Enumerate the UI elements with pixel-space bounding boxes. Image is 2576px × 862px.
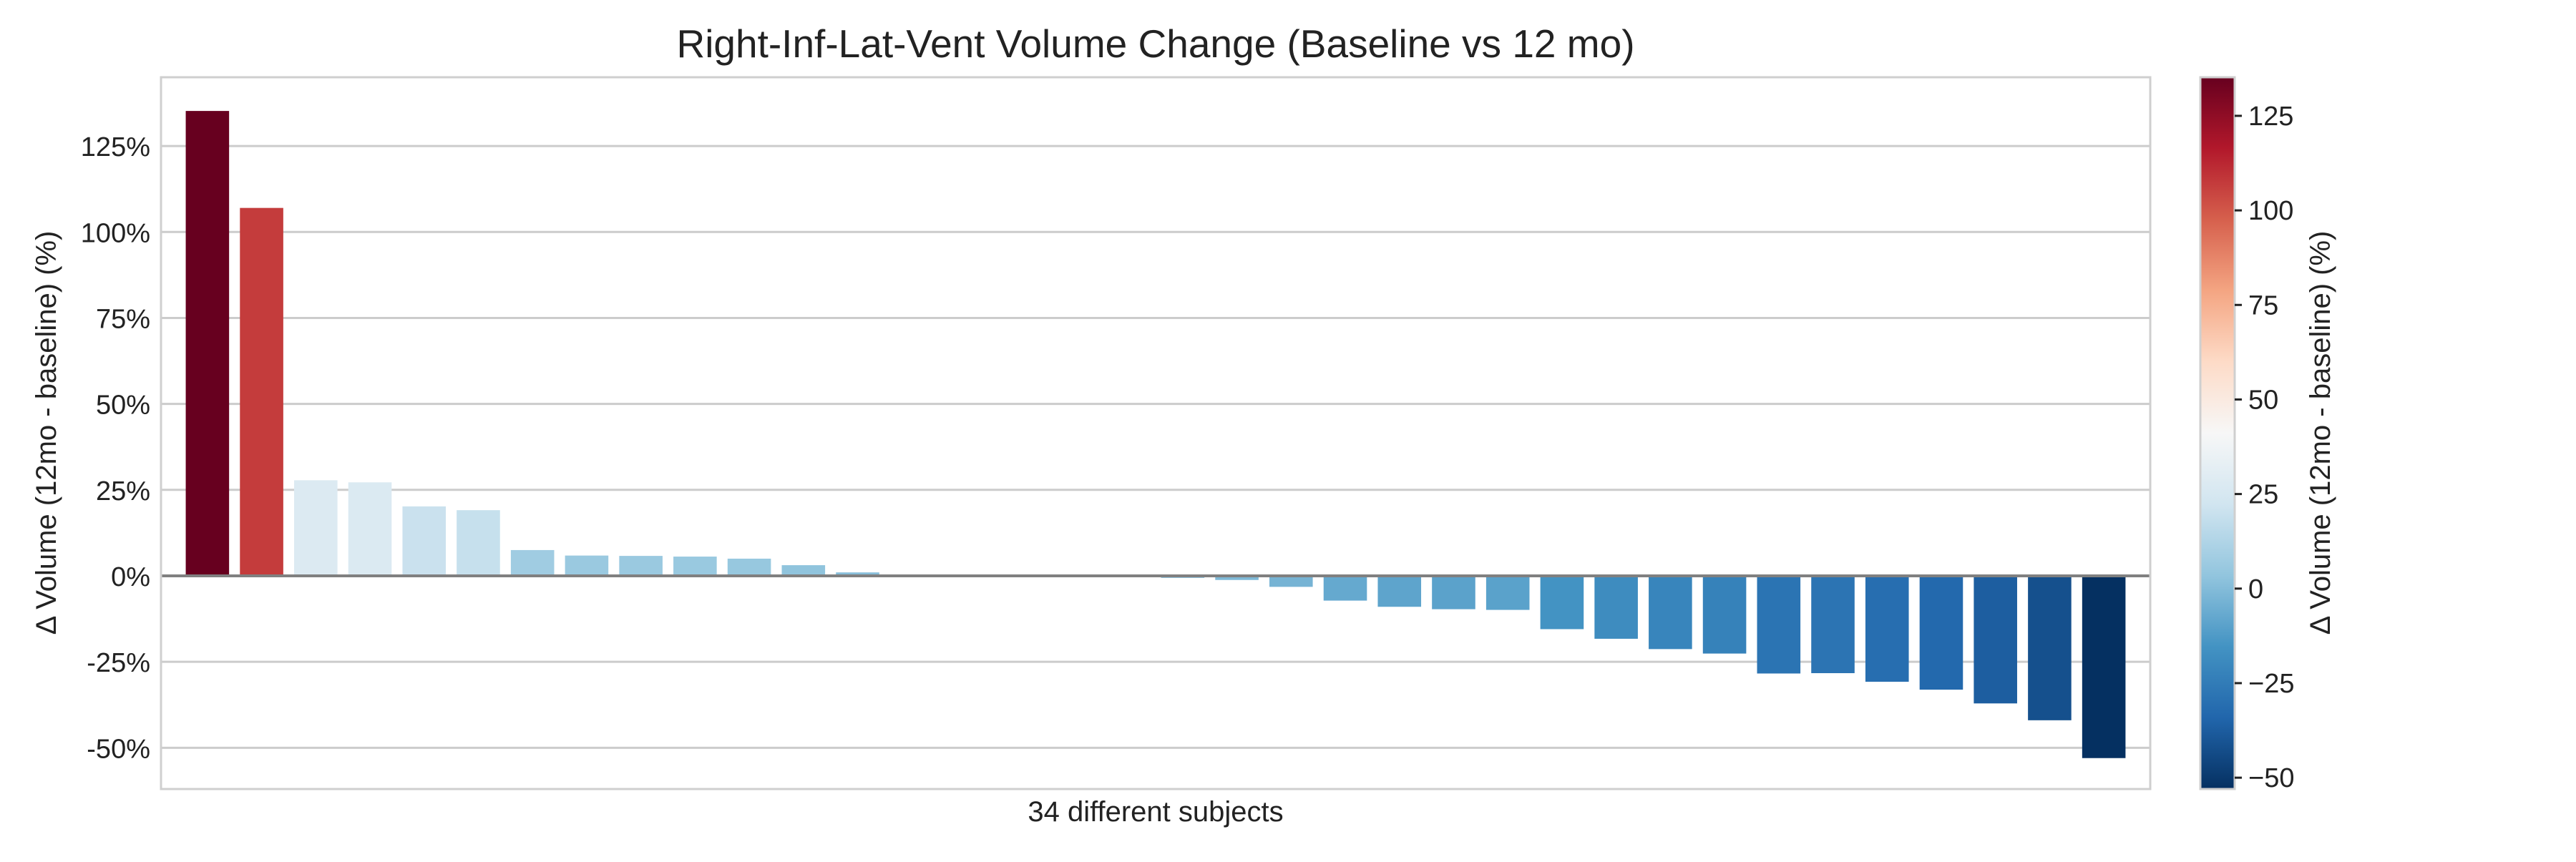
plot-frame xyxy=(160,76,2152,790)
colorbar-tick-label: 25 xyxy=(2248,480,2278,510)
bar xyxy=(1485,575,1530,610)
y-axis-label: Δ Volume (12mo - baseline) (%) xyxy=(31,231,62,635)
colorbar-tick-label: 0 xyxy=(2248,574,2263,604)
y-tick-label: 75% xyxy=(96,304,150,334)
y-tick-label: -25% xyxy=(87,648,150,678)
bar xyxy=(1811,575,1855,674)
y-tick-label: 50% xyxy=(96,391,150,421)
bar xyxy=(673,557,717,576)
y-tick-label: 100% xyxy=(81,218,150,248)
bar xyxy=(1540,575,1584,630)
bar xyxy=(565,555,609,576)
bar-series xyxy=(161,111,2150,758)
bar xyxy=(2028,575,2072,720)
bar xyxy=(240,207,283,576)
bar xyxy=(457,510,500,576)
bar xyxy=(1432,575,1475,609)
bar xyxy=(2082,575,2126,758)
y-tick-label: 25% xyxy=(96,476,150,506)
bar xyxy=(781,565,826,576)
bar xyxy=(1594,575,1638,639)
colorbar-tick-label: 75 xyxy=(2248,290,2278,320)
colorbar-ticks: −50 −25 0 25 50 75 100 125 xyxy=(2235,102,2294,793)
bar xyxy=(1323,575,1367,601)
colorbar xyxy=(2199,76,2236,790)
bar xyxy=(619,556,663,576)
bar xyxy=(1702,575,1747,654)
y-tick-label: -50% xyxy=(87,734,150,764)
chart-title: Right-Inf-Lat-Vent Volume Change (Baseli… xyxy=(676,21,1634,66)
bar xyxy=(1974,575,2017,704)
bar xyxy=(1649,575,1692,650)
colorbar-tick-label: −25 xyxy=(2248,669,2294,699)
colorbar-tick-label: 50 xyxy=(2248,385,2278,415)
grid-lines xyxy=(161,145,2150,749)
bar xyxy=(402,506,447,576)
bar xyxy=(1215,575,1259,580)
colorbar-tick-label: 100 xyxy=(2248,196,2293,226)
bar xyxy=(185,111,230,576)
bar xyxy=(1757,575,1801,674)
colorbar-tick-label: 125 xyxy=(2248,102,2293,132)
bar xyxy=(1377,575,1422,607)
x-axis-label: 34 different subjects xyxy=(1028,796,1283,828)
bar xyxy=(348,482,392,576)
colorbar-tick-label: −50 xyxy=(2248,763,2294,793)
y-tick-label: 0% xyxy=(111,562,150,592)
bar xyxy=(294,480,338,576)
bar xyxy=(1865,575,1909,682)
bar xyxy=(1919,575,1963,690)
colorbar-label: Δ Volume (12mo - baseline) (%) xyxy=(2305,231,2336,635)
bar xyxy=(1269,575,1313,587)
y-tick-label: 125% xyxy=(81,132,150,162)
bar xyxy=(836,572,879,576)
y-axis-ticks: -50% -25% 0% 25% 50% 75% 100% 125% xyxy=(81,132,150,764)
bar xyxy=(727,558,771,576)
bar xyxy=(510,549,555,576)
